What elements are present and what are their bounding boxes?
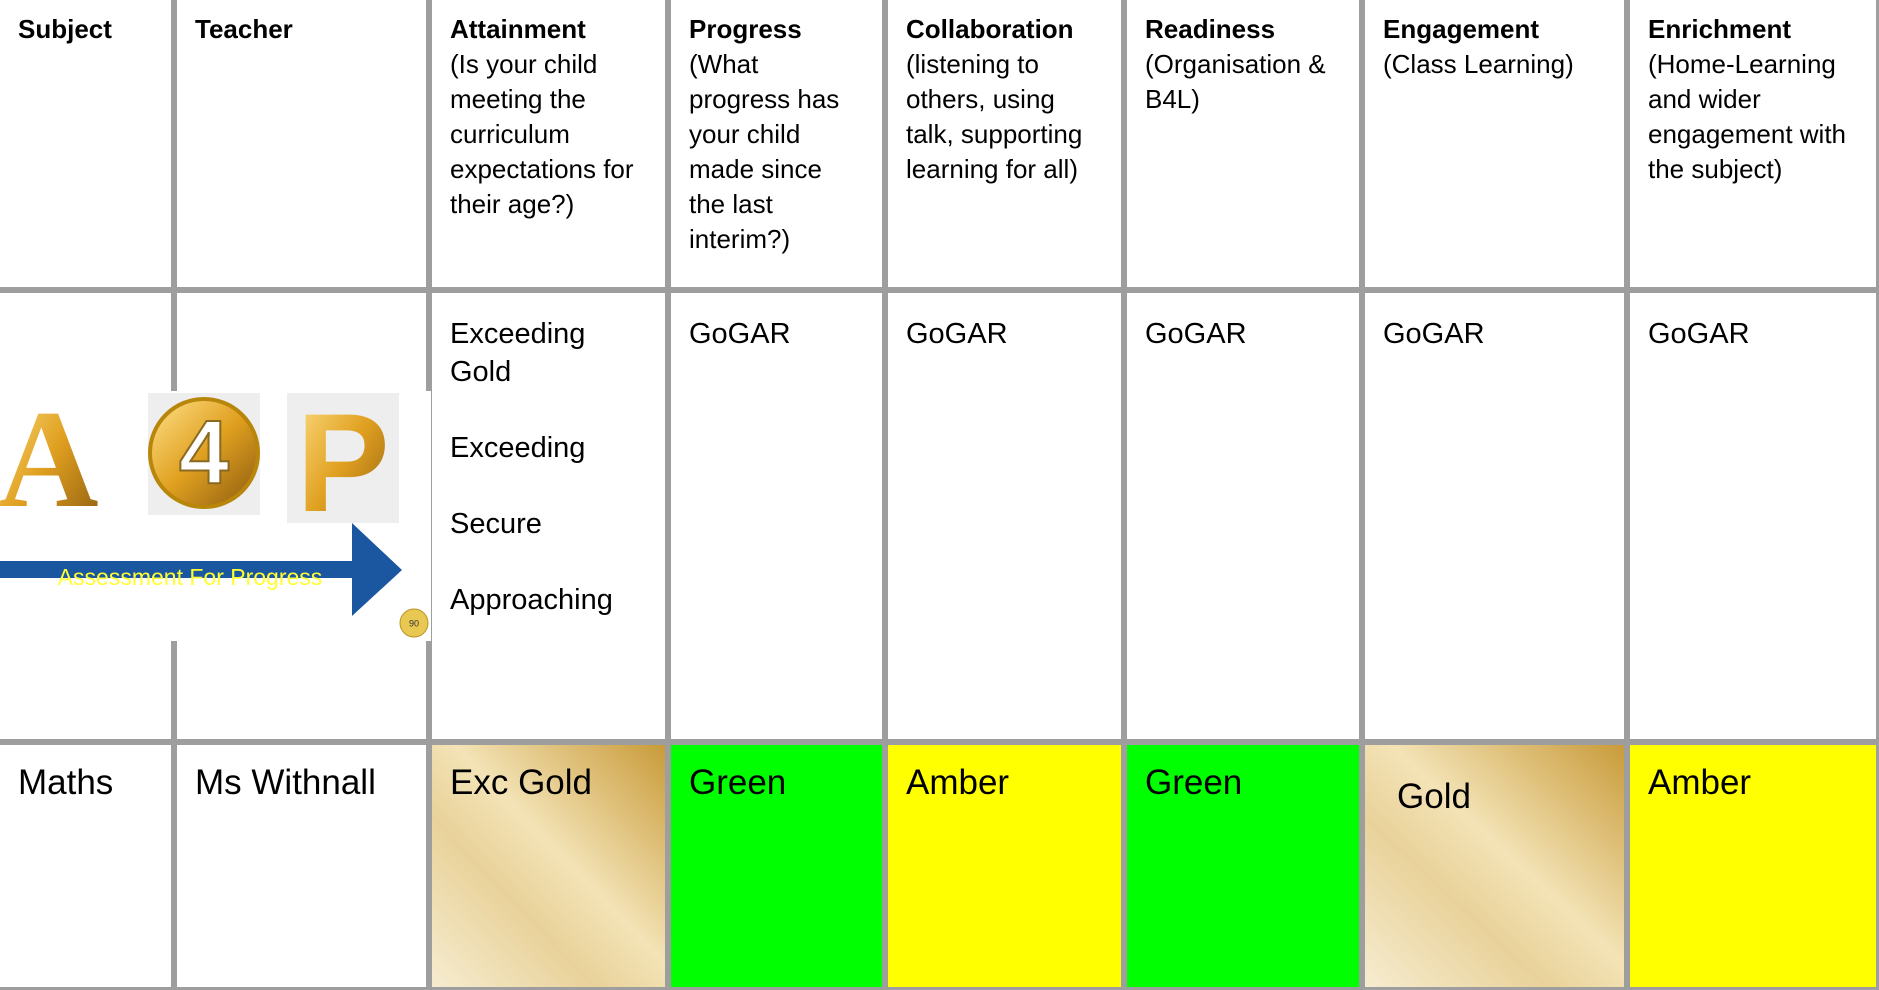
logo-caption: Assessment For Progress [58, 564, 323, 590]
header-description: (Organisation & B4L) [1145, 49, 1326, 114]
table-cell: Progress (What progress has your child ma… [671, 0, 882, 287]
logo-letter: A [0, 391, 99, 537]
cell-value: Gold [1397, 777, 1471, 816]
table-cell: Exceeding Gold Exceeding Secure Approaching [432, 293, 665, 739]
scale-label: GoGAR [689, 318, 791, 350]
table-cell: GoGAR [1127, 293, 1359, 739]
header-title: Attainment [450, 14, 586, 44]
table-cell: Teacher [177, 0, 426, 287]
table-cell: Gold [1365, 745, 1624, 987]
header-title: Collaboration [906, 14, 1074, 44]
logo-letter: 4 [179, 403, 229, 503]
header-description: (Class Learning) [1383, 49, 1574, 79]
table-cell: Amber [888, 745, 1121, 987]
header-title: Readiness [1145, 14, 1276, 44]
table-cell: Engagement (Class Learning) [1365, 0, 1624, 287]
scale-label: GoGAR [906, 318, 1008, 350]
header-title: Enrichment [1648, 14, 1792, 44]
cell-value: Maths [18, 763, 114, 802]
table-cell: Attainment (Is your child meeting the cur… [432, 0, 665, 287]
table-cell: Green [671, 745, 882, 987]
table-cell: GoGAR [1630, 293, 1876, 739]
scale-label: GoGAR [1145, 318, 1247, 350]
table-cell: Readiness (Organisation & B4L) [1127, 0, 1359, 287]
cell-value: Amber [1648, 763, 1752, 802]
table-cell: Enrichment (Home-Learning and wider engag… [1630, 0, 1876, 287]
table-cell: Maths [0, 745, 171, 987]
cell-value: Ms Withnall [195, 763, 376, 802]
table-cell: GoGAR [888, 293, 1121, 739]
cell-value: Amber [906, 763, 1010, 802]
table-cell: Ms Withnall [177, 745, 426, 987]
table-cell: Subject [0, 0, 171, 287]
logo-tile [287, 393, 399, 523]
logo-badge [399, 608, 429, 638]
cell-value: Green [689, 763, 787, 802]
logo: A 4 P Assessment For Progress 90 [0, 382, 431, 641]
attainment-level: Exceeding [450, 432, 586, 464]
header-description: (Is your child meeting the curriculum ex… [450, 49, 634, 219]
scale-label: GoGAR [1648, 318, 1750, 350]
header-description: (listening to others, using talk, suppor… [906, 49, 1083, 184]
logo-letter: P [296, 391, 389, 541]
attainment-level: Exceeding Gold [450, 318, 586, 388]
attainment-level: Secure [450, 508, 542, 540]
table-cell: Amber [1630, 745, 1876, 987]
header-description: (Home-Learning and wider engagement with… [1648, 49, 1847, 184]
table-cell: Collaboration (listening to others, using… [888, 0, 1121, 287]
logo-coin [148, 397, 260, 509]
header-description: (What progress has your child made since… [689, 49, 840, 254]
header-title: Teacher [195, 14, 293, 44]
header-title: Engagement [1383, 14, 1540, 44]
table-cell: Green [1127, 745, 1359, 987]
table-cell: GoGAR [671, 293, 882, 739]
header-title: Progress [689, 14, 802, 44]
logo-graphic: A 4 P Assessment For Progress 90 [0, 382, 429, 638]
logo-arrow [0, 523, 402, 616]
table-cell: Exc Gold [432, 745, 665, 987]
scale-label: GoGAR [1383, 318, 1485, 350]
cell-value: Exc Gold [450, 763, 592, 802]
cell-value: Green [1145, 763, 1243, 802]
table-cell: GoGAR [1365, 293, 1624, 739]
logo-badge-text: 90 [409, 618, 419, 628]
attainment-level: Approaching [450, 584, 613, 616]
header-title: Subject [18, 14, 112, 44]
